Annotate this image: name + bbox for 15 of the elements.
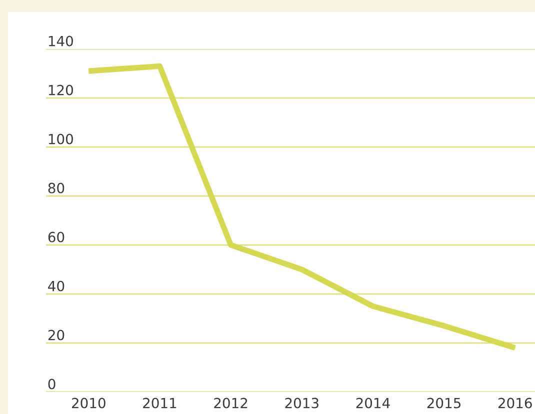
y-tick-label: 40 bbox=[48, 280, 64, 292]
x-tick-label: 2011 bbox=[143, 398, 176, 408]
y-tick-label: 80 bbox=[48, 182, 64, 194]
y-tick-label: 100 bbox=[48, 134, 73, 144]
y-tick-label: 20 bbox=[48, 330, 64, 340]
x-tick-label: 2015 bbox=[427, 398, 460, 408]
y-tick-label: 0 bbox=[48, 378, 56, 390]
x-tick-label: 2012 bbox=[214, 398, 248, 408]
x-tick-label: 2016 bbox=[498, 398, 532, 408]
y-tick-label: 60 bbox=[48, 232, 64, 242]
x-tick-label: 2010 bbox=[72, 398, 106, 408]
y-tick-label: 120 bbox=[48, 84, 73, 96]
x-tick-label: 2013 bbox=[285, 398, 318, 408]
x-tick-label: 2014 bbox=[356, 398, 390, 408]
y-tick-label: 140 bbox=[48, 36, 73, 46]
